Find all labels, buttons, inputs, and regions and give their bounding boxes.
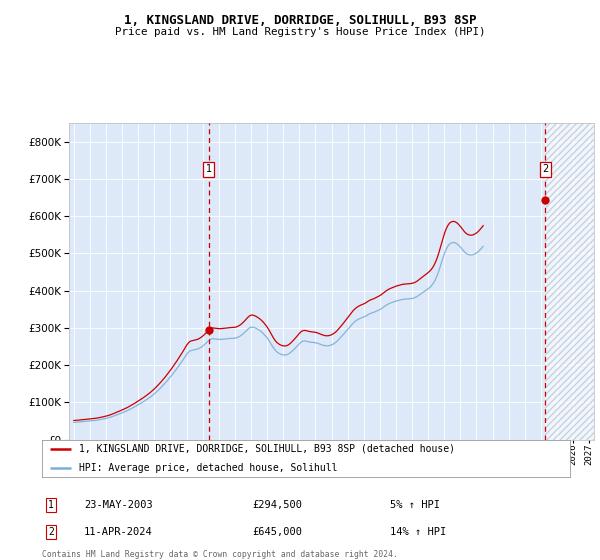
Text: 1: 1 xyxy=(48,500,54,510)
Text: 23-MAY-2003: 23-MAY-2003 xyxy=(84,500,153,510)
Text: Price paid vs. HM Land Registry's House Price Index (HPI): Price paid vs. HM Land Registry's House … xyxy=(115,27,485,37)
Bar xyxy=(545,123,597,440)
Text: HPI: Average price, detached house, Solihull: HPI: Average price, detached house, Soli… xyxy=(79,463,337,473)
Text: £645,000: £645,000 xyxy=(252,527,302,537)
Text: 1, KINGSLAND DRIVE, DORRIDGE, SOLIHULL, B93 8SP (detached house): 1, KINGSLAND DRIVE, DORRIDGE, SOLIHULL, … xyxy=(79,444,455,454)
Text: 1: 1 xyxy=(206,164,212,174)
Text: 14% ↑ HPI: 14% ↑ HPI xyxy=(390,527,446,537)
Text: 1, KINGSLAND DRIVE, DORRIDGE, SOLIHULL, B93 8SP: 1, KINGSLAND DRIVE, DORRIDGE, SOLIHULL, … xyxy=(124,14,476,27)
Text: 5% ↑ HPI: 5% ↑ HPI xyxy=(390,500,440,510)
Text: £294,500: £294,500 xyxy=(252,500,302,510)
Text: 2: 2 xyxy=(542,164,548,174)
Text: Contains HM Land Registry data © Crown copyright and database right 2024.
This d: Contains HM Land Registry data © Crown c… xyxy=(42,550,398,560)
Text: 11-APR-2024: 11-APR-2024 xyxy=(84,527,153,537)
Text: 2: 2 xyxy=(48,527,54,537)
